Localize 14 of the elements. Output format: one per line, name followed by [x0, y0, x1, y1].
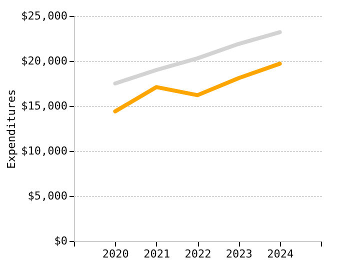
x-tick-label: 2024 — [267, 248, 294, 260]
x-tick-label: 2021 — [144, 248, 170, 260]
y-tick-label: $5,000 — [28, 190, 68, 202]
x-tick-label: 2022 — [184, 248, 212, 260]
x-tick-label: 2023 — [226, 248, 252, 260]
y-tick-label: $0 — [54, 234, 68, 248]
line-series — [113, 30, 282, 86]
y-tick-label: $25,000 — [21, 10, 68, 22]
y-tick-label: $15,000 — [21, 100, 68, 112]
y-tick-label: $10,000 — [21, 144, 68, 158]
x-tick-label: 2020 — [102, 248, 129, 260]
y-axis-title: Expenditures — [5, 89, 18, 169]
line-series — [113, 62, 282, 114]
y-tick-label: $20,000 — [21, 54, 68, 68]
